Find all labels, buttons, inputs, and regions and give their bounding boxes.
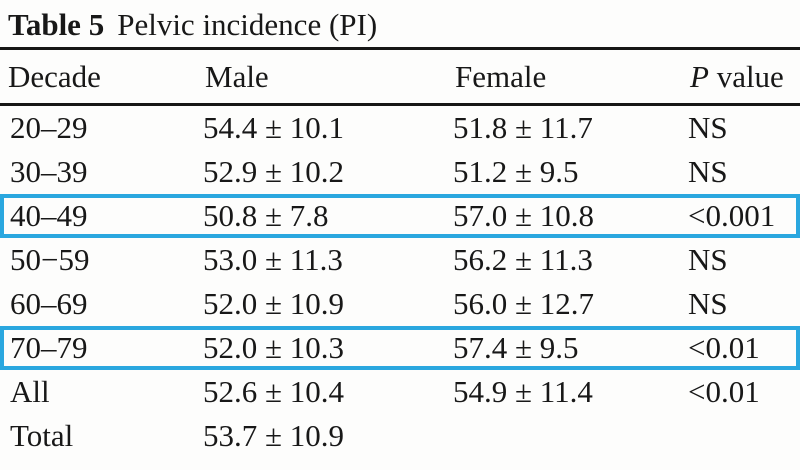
cell-p-value: NS (688, 286, 728, 321)
cell-female: 56.2 ± 11.3 (453, 242, 593, 277)
top-rule (0, 47, 800, 50)
cell-p-value: <0.001 (688, 198, 776, 233)
table-caption: Pelvic incidence (PI) (117, 7, 378, 42)
cell-decade: All (10, 374, 50, 409)
column-header-female: Female (455, 59, 547, 94)
table-row-highlighted: 70–79 52.0 ± 10.3 57.4 ± 9.5 <0.01 (0, 326, 800, 370)
column-header-male: Male (205, 59, 269, 94)
cell-p-value: NS (688, 110, 728, 145)
column-header-p-value: P value (690, 59, 784, 94)
cell-female: 51.8 ± 11.7 (453, 110, 593, 145)
cell-decade: 40–49 (10, 198, 88, 233)
table-row: 50−59 53.0 ± 11.3 56.2 ± 11.3 NS (0, 238, 800, 282)
table-row: All 52.6 ± 10.4 54.9 ± 11.4 <0.01 (0, 370, 800, 414)
cell-decade: Total (10, 418, 74, 453)
table-header-row: Decade Male Female P value (0, 50, 800, 103)
cell-male: 53.7 ± 10.9 (203, 418, 345, 453)
cell-female: 56.0 ± 12.7 (453, 286, 595, 321)
column-header-decade: Decade (8, 59, 101, 94)
cell-female: 57.0 ± 10.8 (453, 198, 595, 233)
cell-male: 52.0 ± 10.9 (203, 286, 345, 321)
table-row: 20–29 54.4 ± 10.1 51.8 ± 11.7 NS (0, 106, 800, 150)
table-row: 30–39 52.9 ± 10.2 51.2 ± 9.5 NS (0, 150, 800, 194)
cell-male: 53.0 ± 11.3 (203, 242, 343, 277)
table-row: Total 53.7 ± 10.9 (0, 414, 800, 458)
cell-p-value: NS (688, 242, 728, 277)
cell-male: 52.0 ± 10.3 (203, 330, 345, 365)
cell-male: 52.6 ± 10.4 (203, 374, 345, 409)
table-row: 60–69 52.0 ± 10.9 56.0 ± 12.7 NS (0, 282, 800, 326)
cell-female: 54.9 ± 11.4 (453, 374, 593, 409)
header-rule (0, 103, 800, 106)
cell-male: 54.4 ± 10.1 (203, 110, 345, 145)
table-body: 20–29 54.4 ± 10.1 51.8 ± 11.7 NS 30–39 5… (0, 106, 800, 458)
cell-female: 57.4 ± 9.5 (453, 330, 579, 365)
cell-female: 51.2 ± 9.5 (453, 154, 579, 189)
cell-decade: 20–29 (10, 110, 88, 145)
cell-decade: 70–79 (10, 330, 88, 365)
cell-decade: 50−59 (10, 242, 90, 277)
cell-p-value: NS (688, 154, 728, 189)
table-number: Table 5 (8, 7, 105, 42)
cell-male: 52.9 ± 10.2 (203, 154, 345, 189)
cell-male: 50.8 ± 7.8 (203, 198, 329, 233)
cell-decade: 60–69 (10, 286, 88, 321)
table-row-highlighted: 40–49 50.8 ± 7.8 57.0 ± 10.8 <0.001 (0, 194, 800, 238)
cell-p-value: <0.01 (688, 374, 760, 409)
cell-p-value: <0.01 (688, 330, 760, 365)
cell-decade: 30–39 (10, 154, 88, 189)
table-title: Table 5 Pelvic incidence (PI) (0, 6, 800, 44)
